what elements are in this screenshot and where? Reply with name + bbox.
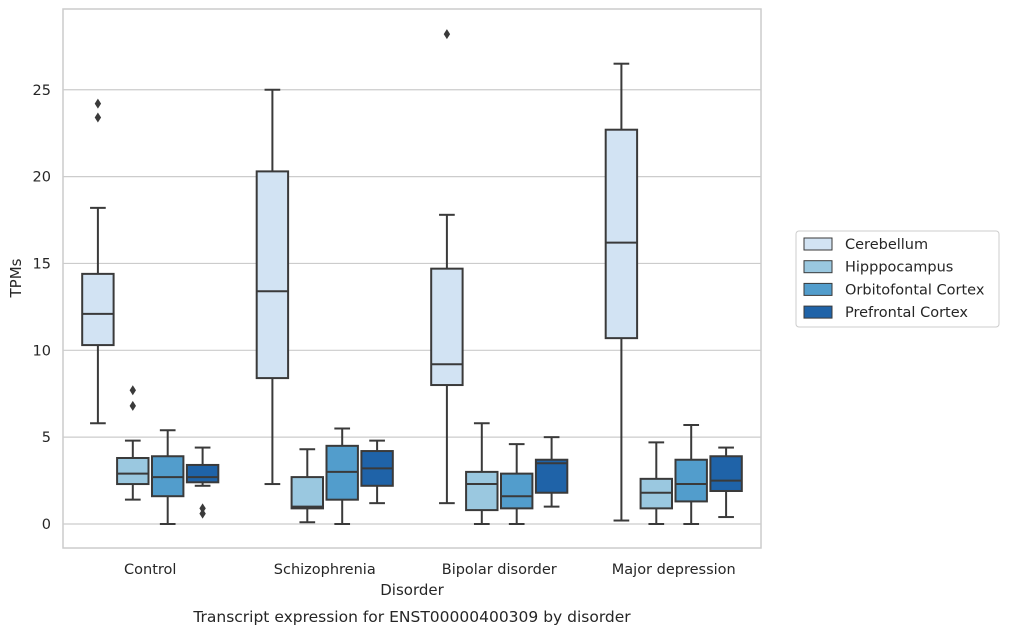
outlier-marker bbox=[199, 508, 206, 519]
x-tick-labels: Control Schizophrenia Bipolar disorder Majo… bbox=[124, 562, 736, 578]
box-plot bbox=[325, 427, 359, 525]
y-tick-label: 10 bbox=[33, 343, 51, 359]
outlier-marker bbox=[94, 98, 102, 109]
box-plot bbox=[116, 385, 150, 501]
box bbox=[499, 472, 534, 510]
legend-label: Prefrontal Cortex bbox=[845, 305, 968, 321]
y-tick-label: 0 bbox=[42, 517, 51, 533]
box bbox=[185, 463, 220, 484]
box-plot bbox=[674, 423, 708, 525]
box-plot bbox=[465, 422, 499, 525]
legend-swatch bbox=[803, 237, 833, 251]
y-tick-labels: 0 5 10 15 20 25 bbox=[33, 83, 51, 533]
box-plot bbox=[290, 448, 325, 524]
y-tick-label: 5 bbox=[42, 430, 51, 446]
chart-caption: Transcript expression for ENST0000040030… bbox=[192, 608, 631, 626]
x-tick-label: Schizophrenia bbox=[274, 562, 376, 578]
box-plot bbox=[150, 429, 185, 525]
legend-items: Cerebellum Hipppocampus Orbitofontal Corte… bbox=[803, 237, 985, 321]
box-plot bbox=[360, 439, 394, 505]
y-tick-label: 20 bbox=[33, 170, 51, 186]
box bbox=[709, 455, 743, 492]
legend-label: Orbitofontal Cortex bbox=[845, 282, 985, 298]
x-tick-label: Bipolar disorder bbox=[442, 562, 557, 578]
y-axis-label: TPMs bbox=[7, 258, 25, 298]
plot-frame bbox=[62, 8, 762, 549]
legend-frame bbox=[795, 230, 1000, 328]
outlier-marker bbox=[199, 503, 206, 514]
box bbox=[430, 267, 464, 387]
box-plot bbox=[255, 88, 290, 486]
legend-label: Cerebellum bbox=[845, 237, 928, 253]
outlier-marker bbox=[129, 400, 136, 411]
box-plot bbox=[499, 443, 534, 525]
y-tick-label: 15 bbox=[33, 256, 51, 272]
box-plot bbox=[709, 446, 743, 519]
box-plot bbox=[639, 441, 674, 525]
y-tick-label: 25 bbox=[33, 83, 51, 99]
box bbox=[116, 456, 150, 486]
box bbox=[534, 458, 569, 494]
outlier-marker bbox=[443, 29, 451, 40]
box bbox=[465, 470, 499, 512]
legend-swatch bbox=[803, 305, 833, 319]
box bbox=[604, 128, 639, 340]
box-plots bbox=[81, 29, 743, 525]
legend-label: Hipppocampus bbox=[845, 260, 953, 276]
box-plot bbox=[430, 29, 464, 505]
box bbox=[290, 476, 325, 510]
box bbox=[255, 170, 290, 380]
outlier-marker bbox=[129, 385, 136, 396]
box-plot bbox=[604, 62, 639, 522]
grid-lines bbox=[63, 89, 761, 525]
legend-swatch bbox=[803, 282, 833, 296]
legend: Cerebellum Hipppocampus Orbitofontal Corte… bbox=[795, 230, 1000, 328]
box-plot bbox=[534, 436, 569, 508]
box-plot bbox=[81, 98, 115, 425]
legend-swatch bbox=[803, 260, 833, 274]
outlier-marker bbox=[94, 112, 102, 123]
x-tick-label: Control bbox=[124, 562, 176, 578]
x-tick-label: Major depression bbox=[612, 562, 736, 578]
box bbox=[81, 272, 115, 347]
box bbox=[674, 458, 708, 503]
x-axis-label: Disorder bbox=[380, 581, 444, 599]
box-plot bbox=[185, 446, 220, 519]
